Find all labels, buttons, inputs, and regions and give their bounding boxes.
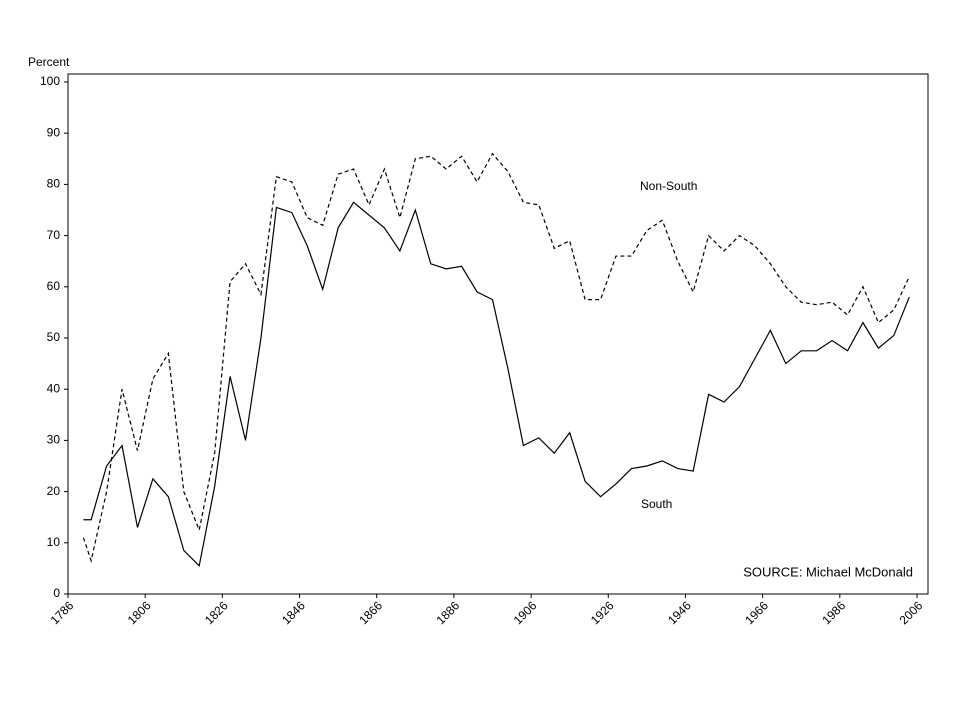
y-tick-label: 60 [47,279,61,293]
y-tick-label: 100 [40,74,60,88]
y-tick-label: 40 [47,381,61,395]
x-tick-label: 1966 [742,598,771,627]
y-tick-label: 30 [47,433,61,447]
series-line [83,201,910,568]
y-tick-label: 80 [47,177,61,191]
x-tick-label: 1846 [279,598,308,627]
y-tick-label: 20 [47,484,61,498]
y-tick-label: 0 [53,586,60,600]
series-label: Non-South [640,179,697,193]
y-axis-label: Percent [28,55,70,69]
y-tick-label: 90 [47,125,61,139]
x-tick-label: 1986 [819,598,848,627]
series-line [82,152,910,563]
x-tick-label: 1786 [48,598,77,627]
x-tick-label: 1926 [588,598,617,627]
x-tick-label: 1806 [125,598,154,627]
source-note: SOURCE: Michael McDonald [743,564,913,579]
x-tick-label: 1826 [202,598,231,627]
y-tick-label: 50 [47,330,61,344]
x-tick-label: 1906 [511,598,540,627]
x-tick-label: 1886 [433,598,462,627]
y-tick-label: 70 [47,228,61,242]
y-tick-label: 10 [47,535,61,549]
series-label: South [641,497,672,511]
plot-frame [67,73,929,595]
x-tick-label: 1866 [356,598,385,627]
x-tick-label: 1946 [665,598,694,627]
x-tick-label: 2006 [897,598,926,627]
